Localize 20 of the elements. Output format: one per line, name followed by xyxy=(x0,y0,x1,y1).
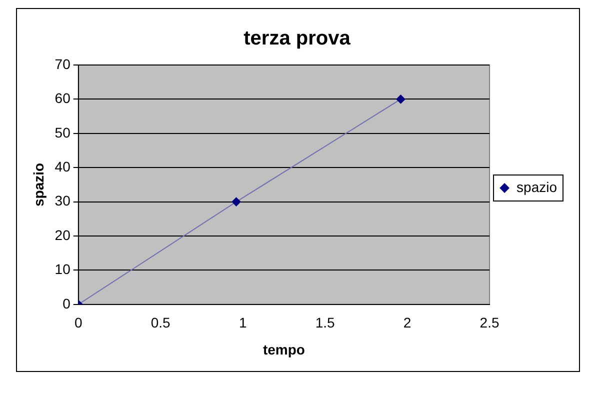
y-tick-label: 10 xyxy=(54,261,71,278)
y-tick-label: 60 xyxy=(54,90,71,106)
x-tick-label: 2.5 xyxy=(480,314,500,331)
y-tick-label: 40 xyxy=(54,158,71,174)
y-tick-label: 30 xyxy=(54,192,71,209)
chart-title: terza prova xyxy=(244,28,352,50)
y-axis-title: spazio xyxy=(30,162,46,206)
y-tick-label: 70 xyxy=(54,56,71,72)
x-tick-label: 0 xyxy=(74,314,82,331)
x-tick-label: 1.5 xyxy=(315,314,336,331)
y-tick-label: 20 xyxy=(54,226,71,243)
y-tick-label: 50 xyxy=(54,124,71,140)
x-axis-title: tempo xyxy=(262,341,305,358)
legend-label: spazio xyxy=(516,178,558,195)
point xyxy=(396,94,406,104)
x-tick-label: 1 xyxy=(238,314,247,331)
x-tick-label: 0.5 xyxy=(150,314,171,331)
y-tick-label: 0 xyxy=(62,295,71,312)
point xyxy=(232,197,241,206)
x-tick-label: 2 xyxy=(403,314,412,331)
